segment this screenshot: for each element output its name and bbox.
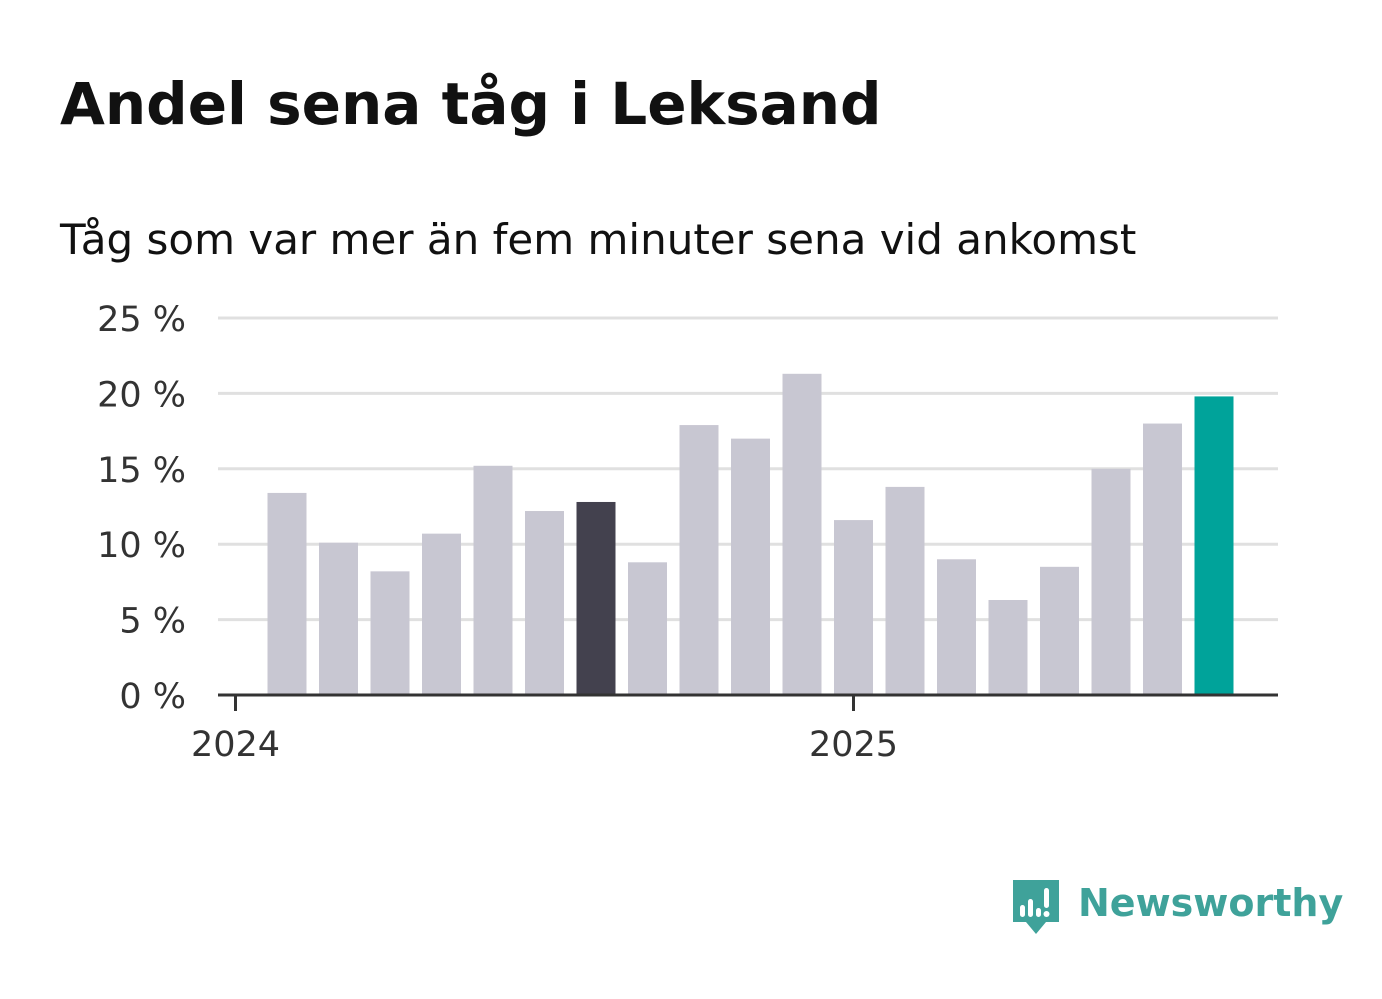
bar (576, 501, 616, 695)
bar (782, 373, 822, 695)
bar (937, 559, 976, 695)
bar (267, 492, 307, 695)
bar (834, 520, 873, 695)
chart-title: Andel sena tåg i Leksand (60, 70, 882, 138)
newsworthy-brand: Newsworthy (1010, 876, 1343, 946)
bar (1194, 396, 1234, 695)
y-tick-label: 5 % (119, 602, 186, 642)
bar (422, 533, 461, 695)
y-axis-labels: 0 % 5 % 10 % 15 % 20 % 25 % (97, 300, 186, 717)
bar (628, 562, 667, 695)
y-tick-label: 15 % (97, 451, 186, 491)
newsworthy-bar-chart-speech-bubble-icon (1013, 880, 1059, 934)
brand-name: Newsworthy (1078, 881, 1344, 925)
y-tick-label: 20 % (97, 375, 186, 415)
bar (1143, 423, 1182, 695)
bar (525, 511, 564, 695)
bar (1040, 566, 1079, 695)
bar (988, 599, 1028, 695)
x-tick-label: 2025 (809, 725, 898, 765)
x-axis: 2024 2025 (191, 693, 1278, 765)
bar (370, 571, 410, 695)
bar (885, 486, 925, 695)
y-tick-label: 0 % (119, 677, 186, 717)
bar (679, 425, 719, 695)
bar (473, 465, 513, 695)
bar (731, 438, 770, 695)
bar (1091, 468, 1131, 695)
chart-subtitle: Tåg som var mer än fem minuter sena vid … (60, 215, 1137, 264)
y-tick-label: 25 % (97, 300, 186, 340)
y-tick-label: 10 % (97, 526, 186, 566)
bar (319, 542, 358, 695)
bars (267, 373, 1234, 695)
x-tick-label: 2024 (191, 725, 280, 765)
